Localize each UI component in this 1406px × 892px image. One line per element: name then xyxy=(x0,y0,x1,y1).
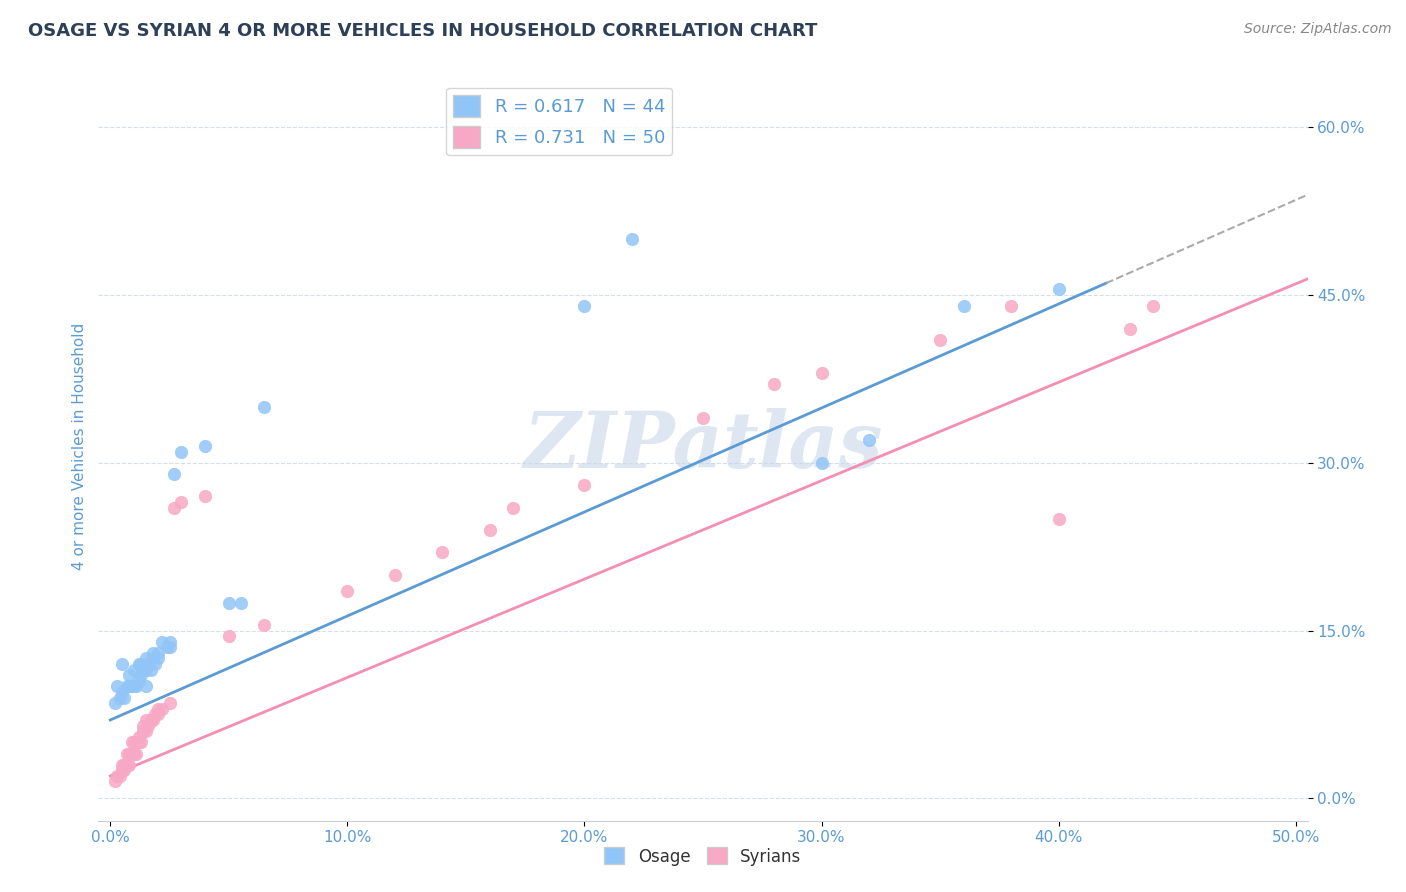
Point xyxy=(810,456,832,470)
Point xyxy=(128,657,150,671)
Point xyxy=(135,713,157,727)
Point xyxy=(132,718,155,732)
Point xyxy=(810,367,832,381)
Point xyxy=(139,663,162,677)
Point xyxy=(139,713,162,727)
Point xyxy=(143,707,166,722)
Point xyxy=(229,596,252,610)
Point xyxy=(146,651,169,665)
Point xyxy=(111,657,134,671)
Point xyxy=(763,377,786,392)
Point xyxy=(136,657,159,671)
Point xyxy=(142,646,165,660)
Point xyxy=(129,668,152,682)
Point xyxy=(336,584,359,599)
Point xyxy=(574,478,596,492)
Point xyxy=(146,707,169,722)
Point xyxy=(111,757,134,772)
Point xyxy=(159,640,181,655)
Point xyxy=(135,663,157,677)
Point xyxy=(128,673,150,688)
Point xyxy=(132,724,155,739)
Point xyxy=(692,411,714,425)
Point xyxy=(108,769,131,783)
Point xyxy=(858,434,880,448)
Text: OSAGE VS SYRIAN 4 OR MORE VEHICLES IN HOUSEHOLD CORRELATION CHART: OSAGE VS SYRIAN 4 OR MORE VEHICLES IN HO… xyxy=(28,22,817,40)
Point xyxy=(1000,299,1022,313)
Point xyxy=(114,764,136,778)
Point xyxy=(118,680,141,694)
Point xyxy=(135,651,157,665)
Point xyxy=(1142,299,1164,313)
Legend: Osage, Syrians: Osage, Syrians xyxy=(598,841,808,872)
Point xyxy=(170,444,193,458)
Point xyxy=(135,680,157,694)
Point xyxy=(146,646,169,660)
Point xyxy=(152,634,174,648)
Point xyxy=(114,690,136,705)
Point xyxy=(105,769,128,783)
Point xyxy=(952,299,974,313)
Point xyxy=(163,467,186,481)
Point xyxy=(152,702,174,716)
Point xyxy=(194,489,217,503)
Point xyxy=(432,545,454,559)
Point xyxy=(163,500,186,515)
Point xyxy=(104,696,127,710)
Point xyxy=(1119,321,1142,335)
Point xyxy=(118,757,141,772)
Point xyxy=(129,657,152,671)
Point xyxy=(111,764,134,778)
Point xyxy=(118,747,141,761)
Point xyxy=(121,680,143,694)
Point xyxy=(114,757,136,772)
Point xyxy=(929,333,952,347)
Point xyxy=(111,685,134,699)
Point xyxy=(159,696,181,710)
Point xyxy=(574,299,596,313)
Point xyxy=(115,680,138,694)
Point xyxy=(253,400,276,414)
Point xyxy=(194,439,217,453)
Point xyxy=(142,713,165,727)
Text: Source: ZipAtlas.com: Source: ZipAtlas.com xyxy=(1244,22,1392,37)
Point xyxy=(143,657,166,671)
Point xyxy=(115,747,138,761)
Point xyxy=(218,629,240,643)
Point xyxy=(122,747,145,761)
Point xyxy=(218,596,240,610)
Point xyxy=(620,232,643,246)
Point xyxy=(108,690,131,705)
Point xyxy=(129,735,152,749)
Point xyxy=(122,663,145,677)
Point xyxy=(128,735,150,749)
Point xyxy=(122,735,145,749)
Point xyxy=(478,523,501,537)
Y-axis label: 4 or more Vehicles in Household: 4 or more Vehicles in Household xyxy=(72,322,87,570)
Point xyxy=(121,735,143,749)
Point xyxy=(105,680,128,694)
Point xyxy=(132,663,155,677)
Point xyxy=(142,651,165,665)
Point xyxy=(156,640,179,655)
Point xyxy=(125,747,148,761)
Point xyxy=(135,724,157,739)
Point xyxy=(118,668,141,682)
Point xyxy=(146,702,169,716)
Point xyxy=(384,567,406,582)
Point xyxy=(1047,511,1070,525)
Point xyxy=(170,495,193,509)
Point xyxy=(104,774,127,789)
Point xyxy=(115,757,138,772)
Point xyxy=(1047,282,1070,296)
Point xyxy=(121,747,143,761)
Point xyxy=(122,680,145,694)
Point xyxy=(136,718,159,732)
Point xyxy=(502,500,524,515)
Point xyxy=(159,634,181,648)
Point xyxy=(128,730,150,744)
Text: ZIPatlas: ZIPatlas xyxy=(523,408,883,484)
Point xyxy=(253,618,276,632)
Point xyxy=(125,680,148,694)
